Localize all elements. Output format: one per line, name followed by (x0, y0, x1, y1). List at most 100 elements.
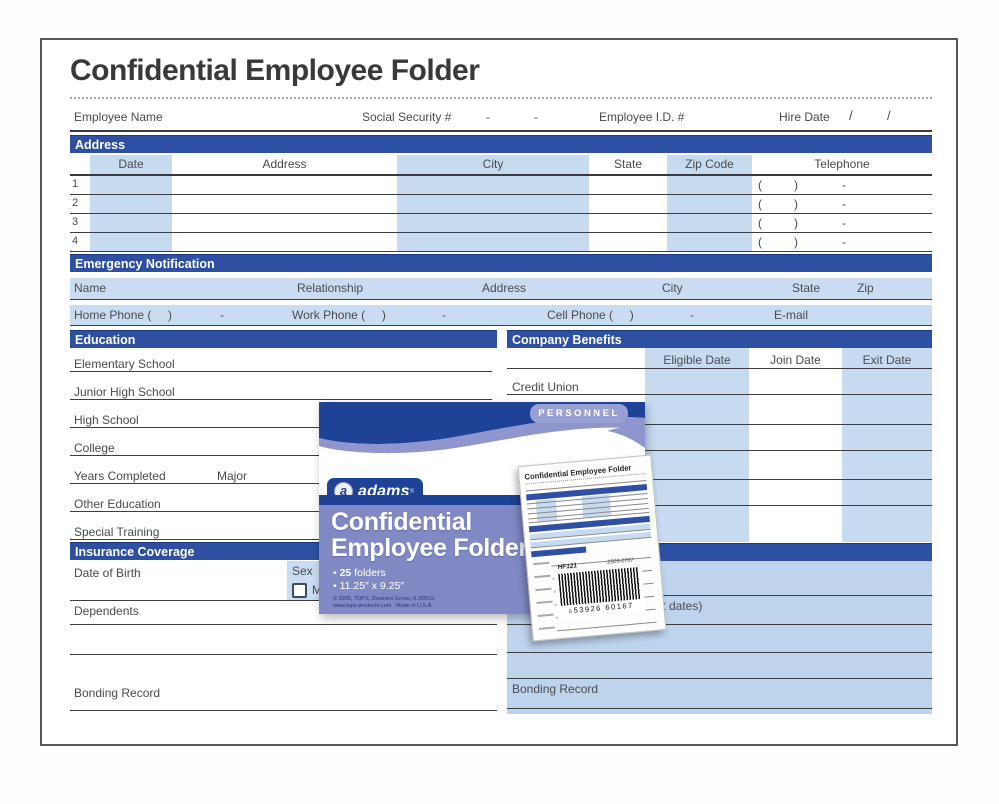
table-rule (70, 232, 932, 233)
thumbnail-sku: HF121 (557, 562, 578, 572)
thumbnail-mini-label (536, 600, 553, 605)
home-phone-label: Home Phone ( ) (74, 308, 173, 322)
table-rule (507, 505, 932, 506)
field-line (70, 299, 932, 300)
address-column-header: Address (262, 157, 307, 171)
table-rule (70, 251, 932, 252)
field-line (70, 710, 497, 711)
bonding-record-label: Bonding Record (74, 686, 161, 700)
table-rule (507, 479, 932, 480)
zip-column-shade (667, 155, 752, 251)
exit-column-shade (842, 348, 932, 542)
education-row-label: High School (74, 413, 139, 427)
bullet-glyph: • (333, 567, 340, 579)
row-number: 1 (72, 178, 79, 190)
field-line (70, 654, 497, 655)
exit-date-header: Exit Date (862, 353, 912, 367)
join-date-header: Join Date (770, 353, 821, 367)
field-line (70, 371, 492, 372)
thumbnail-mini-label (533, 561, 550, 566)
state-column-header: State (613, 157, 643, 171)
name-label: Name (74, 281, 107, 295)
benefits-section-header: Company Benefits (507, 330, 932, 348)
hire-date-label: Hire Date (779, 110, 830, 124)
field-line (507, 678, 932, 679)
field-line (70, 455, 492, 456)
employee-name-label: Employee Name (74, 110, 163, 124)
phone-paren: ( (758, 235, 762, 249)
field-line (70, 624, 497, 625)
title-dotted-rule (70, 97, 932, 99)
city-column-shade (397, 155, 589, 251)
form-area: Confidential Employee Folder Employee Na… (42, 40, 956, 744)
state-label: State (792, 281, 821, 295)
phone-dash: - (842, 197, 846, 211)
table-rule (70, 194, 932, 195)
field-line (70, 600, 497, 601)
field-line (70, 539, 492, 540)
hire-date-slash: / (849, 108, 853, 123)
phone-dash: - (842, 235, 846, 249)
label-title-line2: Employee Folder (331, 534, 528, 562)
phone-dash: - (442, 308, 446, 322)
folder-thumbnail: Confidential Employee Folder (517, 454, 667, 642)
phone-paren: ( (758, 216, 762, 230)
ssn-dash: - (534, 110, 538, 124)
phone-paren: ( (758, 178, 762, 192)
scanned-folder-sheet: Confidential Employee Folder Employee Na… (40, 38, 958, 746)
field-line (70, 483, 492, 484)
education-row-label: Elementary School (74, 357, 175, 371)
thumbnail-mini-label (537, 613, 554, 617)
major-label: Major (217, 469, 248, 483)
emergency-row-shade (70, 278, 932, 299)
address-label: Address (482, 281, 527, 295)
table-rule (70, 174, 932, 176)
row-number: 4 (72, 235, 79, 247)
thumbnail-mini-label (534, 574, 551, 579)
barcode-right-group: 60167 (605, 600, 635, 613)
barcode-left-group: 53926 (573, 603, 603, 615)
address-section-header: Address (70, 135, 932, 153)
row-number: 3 (72, 216, 79, 228)
work-phone-label: Work Phone ( ) (292, 308, 386, 322)
label-title-line1: Confidential (331, 508, 472, 536)
dependents-label: Dependents (74, 604, 139, 618)
dob-label: Date of Birth (74, 566, 141, 580)
date-column-shade (90, 155, 172, 251)
education-row-label: Junior High School (74, 385, 175, 399)
barcode-lead-digit: 0 (568, 609, 572, 616)
qty-unit: folders (351, 567, 386, 579)
education-row-label: College (74, 441, 115, 455)
telephone-column-header: Telephone (814, 157, 870, 171)
label-fine-print-1: © 2005, TOPS, Downers Grove, IL 60515 (333, 596, 435, 602)
qty-value: 25 (339, 567, 352, 579)
personnel-tab: PERSONNEL (530, 404, 628, 423)
label-bullet-size: • 11.25″ x 9.25″ (333, 580, 405, 592)
zip-label: Zip (857, 281, 874, 295)
email-label: E-mail (774, 308, 809, 322)
bonding-record-label: Bonding Record (512, 682, 599, 696)
table-rule (507, 368, 932, 369)
phone-paren: ) (794, 178, 798, 192)
ssn-dash: - (486, 110, 490, 124)
emergency-section-header: Emergency Notification (70, 254, 932, 272)
phone-paren: ) (794, 197, 798, 211)
phone-dash: - (842, 178, 846, 192)
field-line (70, 130, 932, 132)
relationship-label: Relationship (297, 281, 364, 295)
registered-mark: ® (409, 488, 415, 495)
ssn-label: Social Security # (362, 110, 452, 124)
field-line (507, 624, 932, 625)
field-line (507, 652, 932, 653)
barcode: 053926 60167 (554, 566, 646, 621)
eligible-column-shade (645, 348, 749, 542)
date-column-header: Date (118, 157, 144, 171)
row-number: 2 (72, 197, 79, 209)
label-ribbon (319, 495, 645, 505)
phone-dash: - (842, 216, 846, 230)
thumbnail-education-bar (531, 546, 587, 558)
education-row-label: Years Completed (74, 469, 166, 483)
table-rule (507, 394, 932, 395)
sex-label: Sex (292, 564, 313, 578)
emergency-phone-shade (70, 305, 932, 325)
